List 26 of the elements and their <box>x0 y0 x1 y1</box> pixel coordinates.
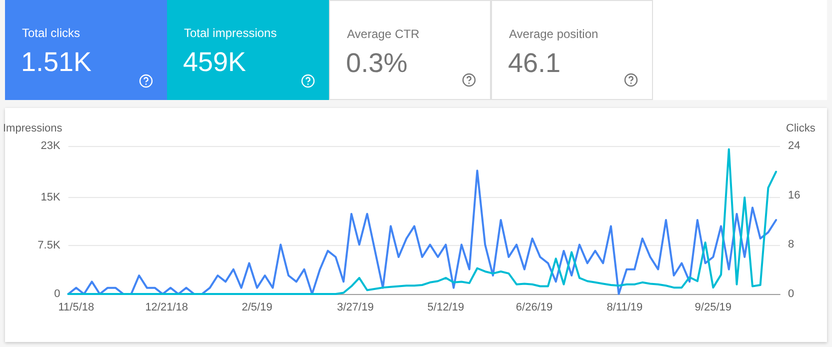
y-axis-title: Impressions <box>3 122 63 134</box>
x-tick-label: 6/26/19 <box>516 302 553 314</box>
y2-tick-label: 24 <box>788 140 800 152</box>
text: 46.1 <box>508 48 561 79</box>
y2-tick-label: 8 <box>788 238 794 251</box>
x-tick-label: 5/12/19 <box>427 302 464 314</box>
x-tick-label: 9/25/19 <box>694 302 732 314</box>
text: Average position <box>509 27 598 41</box>
y2-axis-title: Clicks <box>786 122 816 134</box>
y-tick-label: 15K <box>40 191 61 204</box>
text: Total clicks <box>22 26 80 40</box>
x-tick-label: 11/5/18 <box>58 302 94 314</box>
x-tick-label: 12/21/18 <box>145 302 188 314</box>
x-tick-label: 2/5/19 <box>242 302 272 314</box>
y-tick-label: 0 <box>54 288 60 300</box>
text: Total impressions <box>184 26 277 40</box>
x-tick-label: 3/27/19 <box>336 302 374 314</box>
text: Average CTR <box>347 27 420 41</box>
y2-tick-label: 16 <box>788 189 800 202</box>
x-tick-label: 8/11/19 <box>606 302 643 314</box>
y-tick-label: 7.5K <box>38 240 61 252</box>
y-tick-label: 23K <box>40 140 61 152</box>
text: 0.3% <box>346 48 408 79</box>
text: 1.51K <box>21 47 92 78</box>
y2-tick-label: 0 <box>788 288 794 300</box>
text: 459K <box>183 47 246 78</box>
